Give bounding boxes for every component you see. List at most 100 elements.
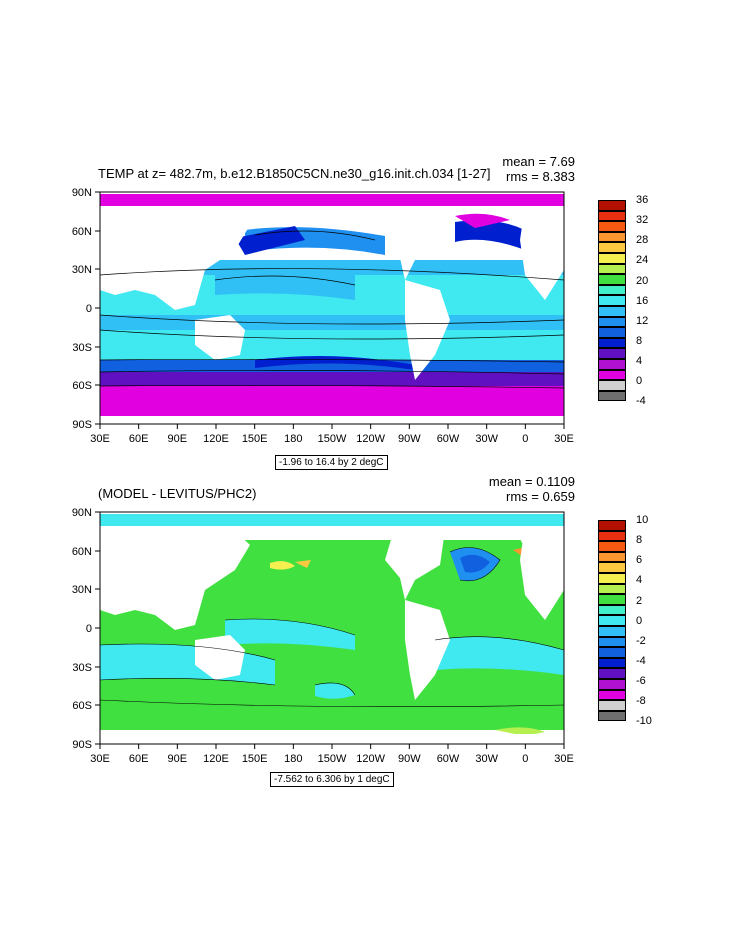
temp-lon-tick-label: 120E [203,433,229,445]
lat-tick-label: 0 [86,623,92,635]
diff-lon-tick-label: 30E [554,753,574,765]
diff-colorbar-label: -6 [636,675,646,688]
diff-lon-tick-label: 90W [398,753,421,765]
temp-colorbar-swatch [598,221,626,232]
temp-colorbar-swatch [598,274,626,285]
lat-tick-label: 60N [72,546,92,558]
diff-lon-tick-label: 60W [437,753,460,765]
temp-colorbar-swatch [598,348,626,359]
temp-colorbar-swatch [598,390,626,402]
temp-map: 90N 60N 30N 0 30S 60S 90S 30E 60E 90E 120E 1… [72,187,574,445]
diff-mean: mean = 0.1109 [488,474,575,489]
lat-tick-label: 90S [72,419,92,431]
temp-title: TEMP at z= 482.7m, b.e12.B1850C5CN.ne30_… [98,166,491,181]
diff-colorbar-swatch [598,520,626,531]
diff-colorbar-label: -10 [636,715,652,728]
diff-colorbar-swatch [598,626,626,637]
diff-colorbar-label: 6 [636,554,643,567]
temp-colorbar-label: 32 [636,214,649,227]
temp-lon-tick-label: 30W [475,433,498,445]
lat-tick-label: 30N [72,584,92,596]
temp-contour-info: -1.96 to 16.4 by 2 degC [275,455,388,470]
diff-lon-tick-label: 150W [318,753,347,765]
land-mask [100,192,564,424]
diff-contour-info: -7.562 to 6.306 by 1 degC [270,772,394,787]
diff-colorbar-swatch [598,594,626,605]
lat-tick-label: 60N [72,226,92,238]
diff-colorbar-swatch [598,583,626,595]
diff-colorbar-label: -2 [636,634,646,647]
diff-lon-tick-label: 60E [129,753,149,765]
temp-colorbar-label: 4 [636,355,643,368]
diff-colorbar-swatch [598,562,626,573]
temp-contours [99,230,565,389]
lat-tick-label: 30S [72,662,92,674]
diff-colorbar-swatch [598,541,626,552]
temp-colorbar-swatch [598,242,626,253]
diff-colorbar-swatch [598,668,626,679]
diff-colorbar-swatch [598,636,626,648]
temp-lon-tick-label: 30E [554,433,574,445]
diff-colorbar-label: 10 [636,514,649,526]
diff-colorbar-label: 0 [636,614,643,627]
diff-colorbar-label: -8 [636,695,646,708]
lat-tick-label: 90S [72,739,92,751]
temp-colorbar-label: 16 [636,294,649,307]
temp-lon-tick-label: 180 [284,433,302,445]
lat-tick-label: 0 [86,303,92,315]
temp-lon-tick-label: 60W [437,433,460,445]
lat-tick-label: 30S [72,342,92,354]
diff-contours [99,547,565,707]
diff-colorbar-swatch [598,679,626,690]
diff-lon-tick-label: 30W [475,753,498,765]
temp-colorbar-label: -4 [636,395,646,408]
temp-colorbar-swatch [598,210,626,222]
temp-colorbar-swatch [598,253,626,264]
temp-colorbar-swatch [598,359,626,370]
diff-lon-tick-label: 0 [522,753,528,765]
temp-colorbar-swatch [598,369,626,381]
temp-lon-tick-label: 30E [90,433,110,445]
diff-lon-tick-label: 90E [168,753,188,765]
temp-colorbar-label: 36 [636,194,649,206]
temp-colorbar-label: 12 [636,314,649,327]
diff-lon-tick-label: 180 [284,753,302,765]
temp-lat-axis: 90N 60N 30N 0 30S 60S 90S [72,187,100,431]
temp-colorbar-swatch [598,306,626,317]
temp-mean: mean = 7.69 [502,154,575,169]
temp-lon-tick-label: 90E [168,433,188,445]
diff-colorbar-swatch [598,573,626,584]
diff-colorbar-label: -4 [636,654,646,667]
temp-colorbar-swatch [598,231,626,243]
diff-colorbar-label: 8 [636,534,643,547]
lat-tick-label: 60S [72,380,92,392]
temp-colorbar-label: 24 [636,254,649,267]
lat-tick-label: 90N [72,187,92,199]
diff-lon-tick-label: 120E [203,753,229,765]
diff-lon-tick-label: 30E [90,753,110,765]
diff-lon-tick-label: 120W [356,753,385,765]
temp-panel: TEMP at z= 482.7m, b.e12.B1850C5CN.ne30_… [0,150,733,470]
diff-panel: (MODEL - LEVITUS/PHC2) mean = 0.1109 rms… [0,470,733,800]
diff-map: 90N 60N 30N 0 30S 60S 90S 30E 60E 90E 120E 1… [72,507,574,765]
diff-colorbar-swatch [598,530,626,542]
diff-colorbar-label: 4 [636,574,643,587]
lat-tick-label: 60S [72,700,92,712]
temp-lon-tick-label: 150E [242,433,268,445]
diff-colorbar-swatch [598,700,626,711]
temp-colorbar-swatch [598,295,626,306]
diff-lon-axis: 30E 60E 90E 120E 150E 180 150W 120W 90W 60W 30W 0 30… [90,744,574,765]
temp-colorbar-swatch [598,327,626,338]
temp-colorbar-label: 20 [636,274,649,287]
temp-colorbar-swatch [598,337,626,349]
diff-lon-tick-label: 150E [242,753,268,765]
lat-tick-label: 90N [72,507,92,519]
temp-colorbar-swatch [598,316,626,328]
diff-rms: rms = 0.659 [505,489,575,504]
diff-colorbar-swatch [598,689,626,701]
lat-tick-label: 30N [72,264,92,276]
diff-colorbar-swatch [598,615,626,626]
temp-lon-tick-label: 150W [318,433,347,445]
temp-colorbar-swatch [598,380,626,391]
temp-lon-tick-label: 60E [129,433,149,445]
